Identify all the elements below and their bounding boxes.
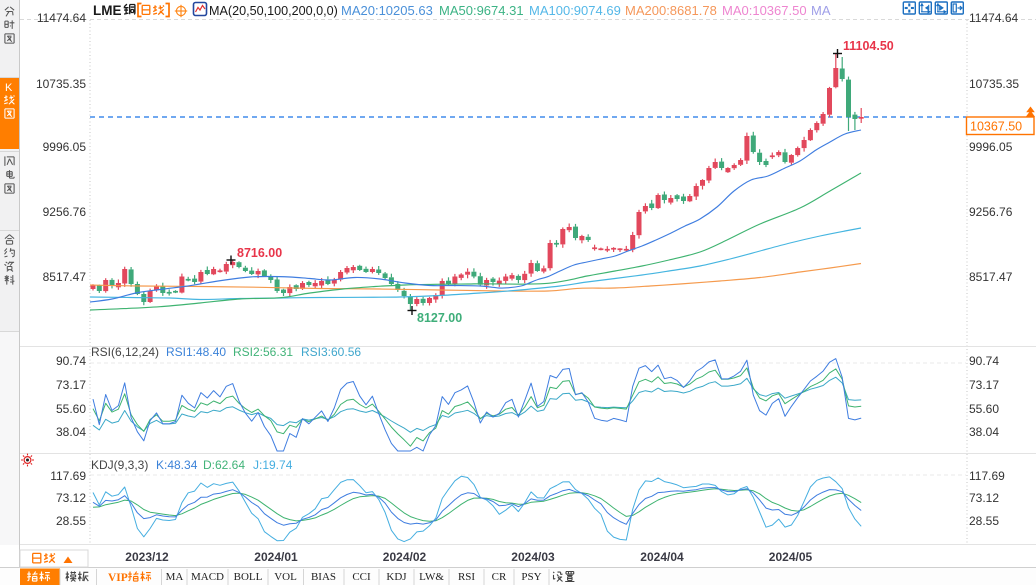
svg-text:2023/12: 2023/12 bbox=[125, 550, 169, 564]
svg-text:2024/03: 2024/03 bbox=[511, 550, 555, 564]
svg-text:11474.64: 11474.64 bbox=[37, 11, 86, 25]
svg-text:117.69: 117.69 bbox=[50, 469, 86, 483]
svg-text:9256.76: 9256.76 bbox=[969, 205, 1013, 219]
svg-text:90.74: 90.74 bbox=[56, 354, 86, 368]
svg-text:LME: LME bbox=[93, 3, 122, 18]
svg-text:9996.05: 9996.05 bbox=[43, 140, 87, 154]
svg-text:73.12: 73.12 bbox=[969, 491, 999, 505]
svg-text:8127.00: 8127.00 bbox=[417, 311, 462, 325]
svg-text:CR: CR bbox=[492, 571, 507, 583]
svg-text:11474.64: 11474.64 bbox=[969, 11, 1018, 25]
svg-text:LW&: LW& bbox=[419, 571, 444, 583]
svg-text:117.69: 117.69 bbox=[969, 469, 1005, 483]
svg-text:CCI: CCI bbox=[352, 571, 371, 583]
svg-text:2024/05: 2024/05 bbox=[769, 550, 813, 564]
svg-text:D:62.64: D:62.64 bbox=[203, 458, 245, 472]
svg-text:VIP: VIP bbox=[108, 572, 128, 584]
svg-text:8716.00: 8716.00 bbox=[237, 246, 282, 260]
svg-text:RSI3:60.56: RSI3:60.56 bbox=[301, 345, 361, 359]
svg-text:MA200:8681.78: MA200:8681.78 bbox=[625, 3, 717, 18]
svg-text:RSI1:48.40: RSI1:48.40 bbox=[166, 345, 226, 359]
svg-text:55.60: 55.60 bbox=[56, 402, 86, 416]
svg-text:10735.35: 10735.35 bbox=[36, 77, 86, 91]
svg-text:9256.76: 9256.76 bbox=[43, 205, 87, 219]
svg-text:MACD: MACD bbox=[191, 571, 224, 583]
svg-text:11104.50: 11104.50 bbox=[843, 39, 894, 53]
svg-text:MA100:9074.69: MA100:9074.69 bbox=[529, 3, 621, 18]
svg-text:PSY: PSY bbox=[521, 571, 541, 583]
svg-text:10735.35: 10735.35 bbox=[969, 77, 1019, 91]
svg-text:RSI: RSI bbox=[458, 571, 475, 583]
svg-text:28.55: 28.55 bbox=[969, 514, 999, 528]
svg-text:K:48.34: K:48.34 bbox=[156, 458, 198, 472]
svg-text:RSI2:56.31: RSI2:56.31 bbox=[233, 345, 293, 359]
svg-text:2024/01: 2024/01 bbox=[254, 550, 298, 564]
svg-text:VOL: VOL bbox=[274, 571, 297, 583]
svg-text:10367.50: 10367.50 bbox=[970, 120, 1022, 134]
svg-text:MA: MA bbox=[811, 3, 831, 18]
svg-text:MA50:9674.31: MA50:9674.31 bbox=[439, 3, 524, 18]
svg-text:MA20:10205.63: MA20:10205.63 bbox=[341, 3, 433, 18]
svg-text:38.04: 38.04 bbox=[56, 425, 86, 439]
svg-text:55.60: 55.60 bbox=[969, 402, 999, 416]
svg-text:73.17: 73.17 bbox=[969, 378, 999, 392]
svg-text:MA0:10367.50: MA0:10367.50 bbox=[722, 3, 807, 18]
svg-text:28.55: 28.55 bbox=[56, 514, 86, 528]
svg-text:8517.47: 8517.47 bbox=[969, 270, 1013, 284]
svg-text:8517.47: 8517.47 bbox=[43, 270, 87, 284]
svg-text:RSI(6,12,24): RSI(6,12,24) bbox=[91, 345, 159, 359]
svg-text:MA(20,50,100,200,0,0): MA(20,50,100,200,0,0) bbox=[209, 4, 338, 18]
svg-text:KDJ: KDJ bbox=[386, 571, 407, 583]
svg-text:K: K bbox=[5, 82, 13, 94]
svg-text:73.12: 73.12 bbox=[56, 491, 86, 505]
svg-text:BIAS: BIAS bbox=[311, 571, 336, 583]
svg-text:73.17: 73.17 bbox=[56, 378, 86, 392]
svg-text:BOLL: BOLL bbox=[234, 571, 263, 583]
svg-text:38.04: 38.04 bbox=[969, 425, 999, 439]
svg-text:90.74: 90.74 bbox=[969, 354, 999, 368]
svg-text:KDJ(9,3,3): KDJ(9,3,3) bbox=[91, 458, 148, 472]
svg-text:2024/02: 2024/02 bbox=[383, 550, 427, 564]
svg-text:2024/04: 2024/04 bbox=[640, 550, 684, 564]
svg-text:J:19.74: J:19.74 bbox=[253, 458, 293, 472]
svg-text:9996.05: 9996.05 bbox=[969, 140, 1013, 154]
svg-text:MA: MA bbox=[166, 571, 184, 583]
